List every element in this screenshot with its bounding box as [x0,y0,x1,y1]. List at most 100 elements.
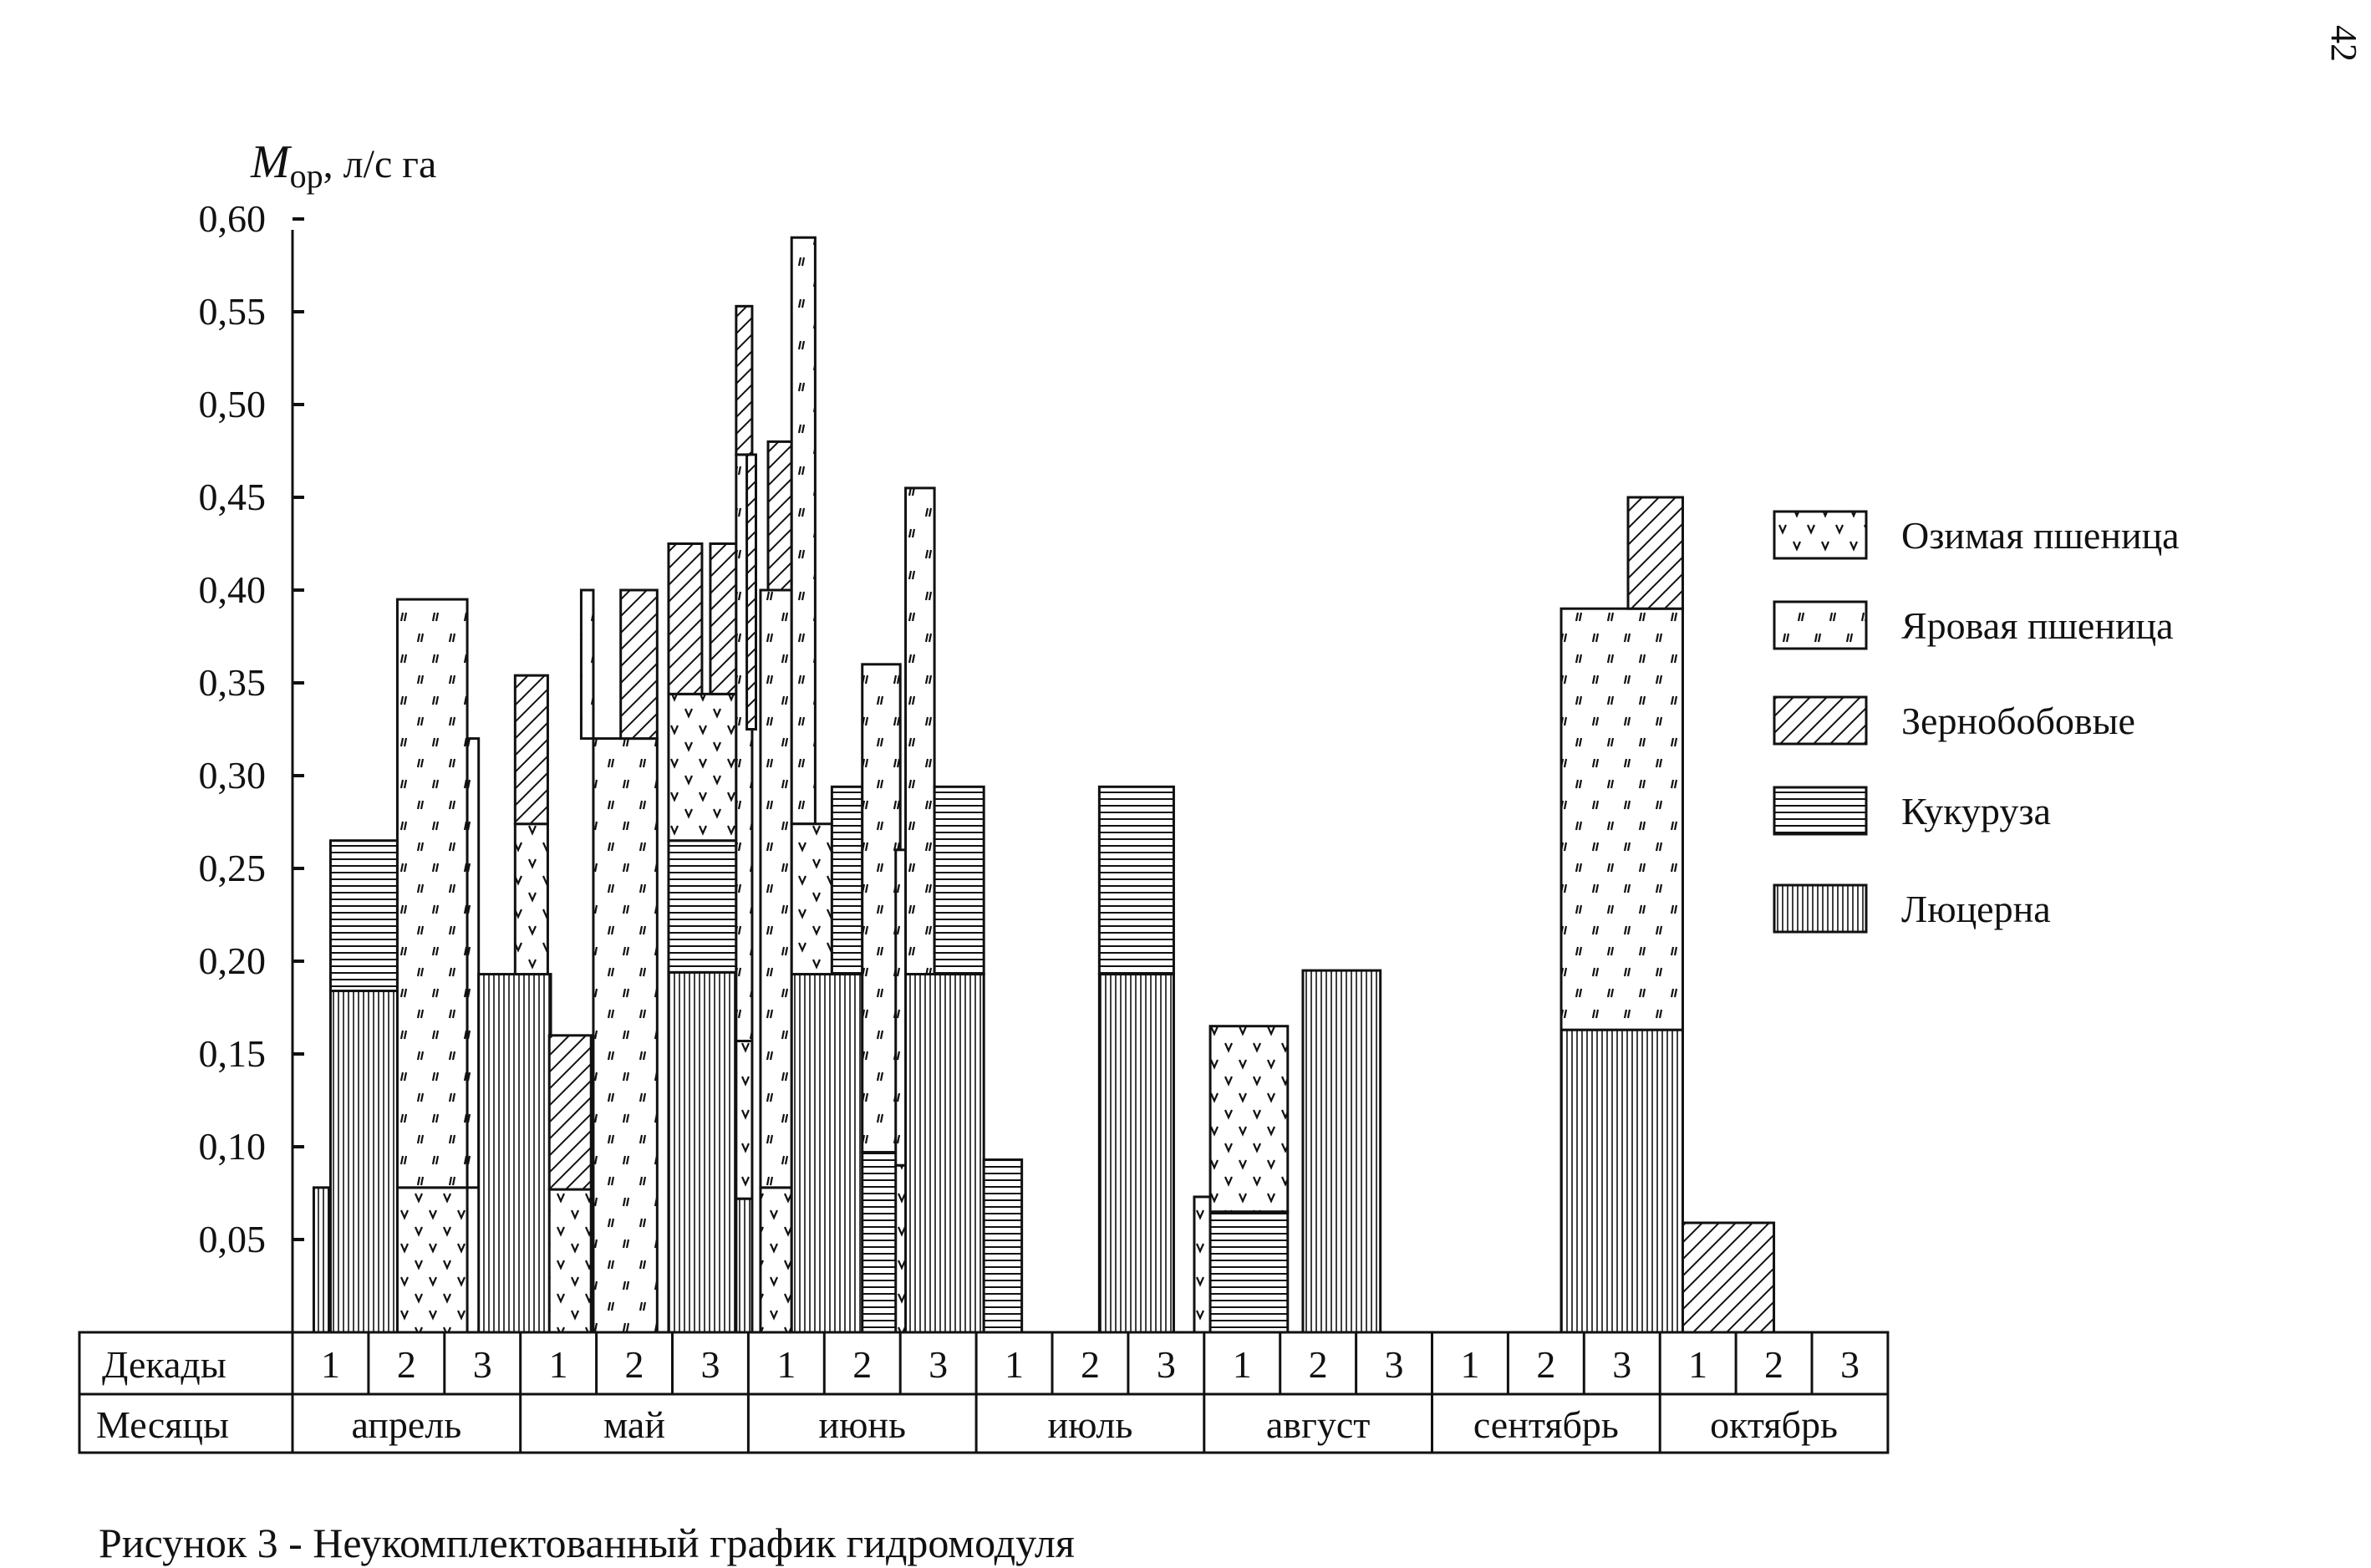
decade-label: 3 [700,1343,720,1386]
bar-corn [982,1158,1024,1334]
legend-swatch-corn [1773,786,1868,836]
y-tick-label: 0,05 [199,1218,267,1260]
bar-legumes [709,542,738,695]
y-tick-label: 0,25 [199,847,267,889]
month-label: октябрь [1710,1403,1838,1446]
bar-legumes [513,674,549,826]
month-label: июль [1048,1403,1133,1446]
month-label: июнь [818,1403,906,1446]
legend-swatch-winter_wheat [1773,510,1868,560]
bar-corn [328,839,399,993]
bar-alfalfa [328,990,399,1334]
bar-winter_wheat [513,822,549,976]
bar-legumes [1681,1221,1776,1334]
y-axis-label: Mор, л/с га [250,136,436,195]
bar-spring_wheat [466,737,481,1189]
bars [312,236,1776,1334]
bar-alfalfa [667,970,738,1334]
bar-corn [933,785,985,976]
bar-alfalfa [312,1186,331,1334]
bar-winter_wheat [1193,1195,1212,1334]
decade-label: 1 [776,1343,796,1386]
decade-label: 1 [549,1343,568,1386]
bar-winter_wheat [667,692,738,843]
decade-label: 2 [1309,1343,1328,1386]
decade-label: 2 [397,1343,416,1386]
bar-spring_wheat [790,236,817,826]
bar-legumes [766,440,793,592]
bar-winter_wheat [395,1186,469,1334]
month-label: май [603,1403,665,1446]
legend-swatch-alfalfa [1773,883,1868,934]
bar-legumes [667,542,704,695]
bar-corn [830,785,864,976]
decade-label: 3 [1840,1343,1860,1386]
decade-label: 3 [473,1343,492,1386]
decade-label: 3 [1157,1343,1176,1386]
decade-month-table: Декады Месяцы 1 2 3 1 2 3 1 2 3 1 2 3 1 2 3 1 2 3 1 2 3 апрель м… [78,1331,1890,1454]
bar-spring_wheat [904,486,936,976]
bar-winter_wheat [790,822,833,976]
legend-label-legumes: Зернобобовые [1901,700,2135,742]
bar-spring_wheat [592,737,659,1334]
bar-alfalfa [1301,969,1382,1334]
bar-alfalfa [735,1197,754,1334]
bar-winter_wheat [759,1186,793,1334]
decade-label: 3 [1385,1343,1404,1386]
y-tick-label: 0,50 [199,383,267,425]
bar-winter_wheat [547,1188,593,1334]
bar-legumes [735,304,754,456]
y-tick-label: 0,55 [199,290,267,333]
legend-label-winter_wheat: Озимая пшеница [1901,514,2180,557]
y-tick-label: 0,40 [199,568,267,611]
bar-corn [1097,785,1175,976]
y-tick-label: 0,45 [199,476,267,518]
bar-legumes [547,1034,593,1191]
y-axis-unit: , л/с га [323,142,437,186]
y-axis-symbol: M [250,136,293,188]
legend-label-spring_wheat: Яровая пшеница [1901,604,2174,647]
decade-label: 1 [1460,1343,1479,1386]
bar-spring_wheat [395,598,469,1189]
bar-alfalfa [904,973,985,1334]
bar-spring_wheat [759,588,793,1189]
figure-caption: Рисунок 3 - Неукомплектованный график ги… [99,1520,1075,1566]
legend-label-corn: Кукуруза [1901,790,2051,832]
svg-text:Mор, л/с га: Mор, л/с га [250,136,436,195]
y-axis-subscript: ор [290,157,323,195]
legend-label-alfalfa: Люцерна [1901,888,2051,930]
y-axis: 0,05 0,10 0,15 0,20 0,25 0,30 0,35 0,40 0,45 0,50… [199,197,304,1332]
legend-swatch-legumes [1773,695,1868,746]
decade-label: 2 [852,1343,872,1386]
decades-row-label: Декады [102,1343,226,1386]
decade-label: 1 [1005,1343,1024,1386]
bar-alfalfa [1097,973,1175,1334]
y-tick-label: 0,10 [199,1125,267,1168]
y-tick-label: 0,60 [199,197,267,240]
bar-winter_wheat [735,1039,754,1200]
bar-spring_wheat [1559,607,1684,1031]
decade-label: 1 [321,1343,340,1386]
bar-legumes [1626,496,1684,610]
y-tick-label: 0,30 [199,754,267,797]
bar-legumes [745,453,757,731]
decade-label: 3 [929,1343,948,1386]
bar-corn [667,839,738,974]
bar-corn [1208,1210,1290,1334]
month-label: август [1266,1403,1371,1446]
decade-label: 2 [625,1343,644,1386]
y-tick-label: 0,35 [199,661,267,704]
bar-alfalfa [790,973,864,1334]
y-tick-label: 0,20 [199,939,267,982]
decade-label: 3 [1612,1343,1631,1386]
month-label: сентябрь [1473,1403,1619,1446]
month-label: апрель [351,1403,461,1446]
decade-label: 1 [1233,1343,1252,1386]
months-row-label: Месяцы [96,1403,229,1446]
bar-alfalfa [1559,1028,1684,1334]
page-number: 42 [2323,25,2364,62]
decade-label: 2 [1764,1343,1783,1386]
bar-spring_wheat [579,588,595,741]
y-tick-label: 0,15 [199,1032,267,1075]
